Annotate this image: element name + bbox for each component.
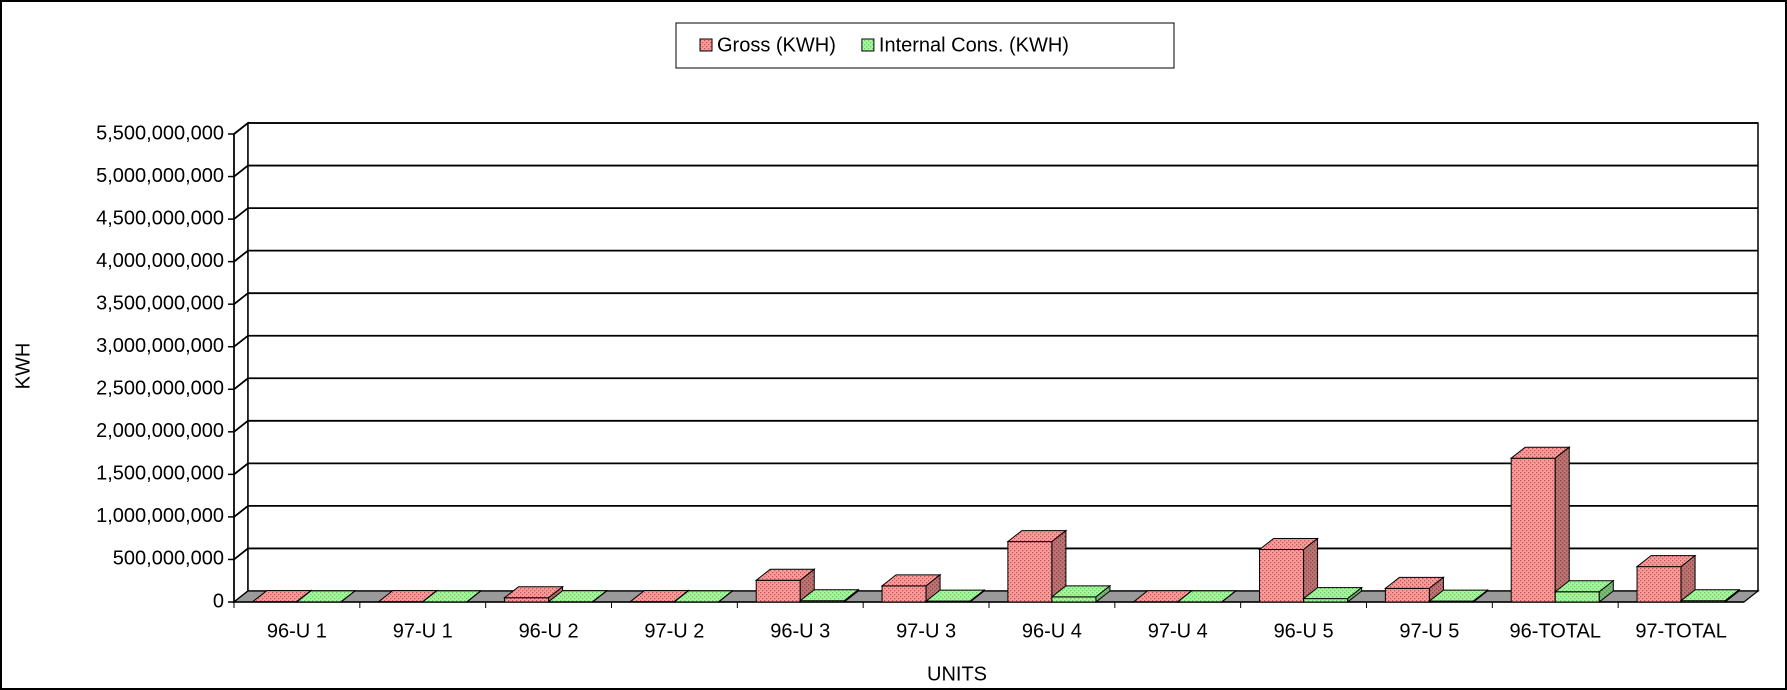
y-tick-label: 5,000,000,000 [96, 165, 224, 187]
bar-side [466, 589, 482, 604]
legend-label: Internal Cons. (KWH) [879, 34, 1069, 56]
x-tick-label: 96-U 4 [1022, 620, 1082, 642]
y-tick-label: 4,000,000,000 [96, 250, 224, 272]
bar [881, 585, 927, 603]
x-tick-label: 97-U 5 [1399, 620, 1459, 642]
bar-side [843, 588, 859, 604]
grid-line [233, 292, 1758, 305]
grid-line [233, 377, 1758, 390]
bar-side [1095, 584, 1111, 604]
grid-line [233, 505, 1758, 518]
bar [1384, 587, 1430, 603]
x-tick-label: 97-TOTAL [1635, 620, 1727, 642]
bar-side [592, 589, 608, 604]
y-tick-label: 3,000,000,000 [96, 335, 224, 357]
bar-side [1554, 446, 1570, 604]
legend-swatch [861, 38, 875, 52]
bar [1554, 591, 1600, 603]
legend-box [675, 22, 1175, 69]
bar-side [1724, 588, 1740, 604]
grid-line [233, 462, 1758, 476]
grid-line [233, 547, 1758, 561]
x-tick-label: 96-U 2 [519, 620, 579, 642]
grid-line [233, 122, 1758, 135]
bar [1303, 598, 1349, 603]
bar [1007, 541, 1053, 603]
x-axis-label: UNITS [927, 663, 987, 685]
legend-label: Gross (KWH) [717, 34, 836, 56]
y-tick-label: 500,000,000 [113, 548, 224, 570]
grid-line [233, 249, 1758, 263]
x-tick-label: 97-U 4 [1148, 620, 1208, 642]
bar-side [1598, 579, 1614, 604]
x-tick-label: 96-U 5 [1274, 620, 1334, 642]
bar [1051, 596, 1097, 603]
legend-swatch [699, 38, 713, 52]
x-tick-label: 97-U 3 [896, 620, 956, 642]
y-tick-label: 0 [213, 590, 224, 612]
grid-line [233, 164, 1758, 178]
bar-side [717, 589, 733, 604]
y-tick-label: 5,500,000,000 [96, 122, 224, 144]
y-tick-label: 2,000,000,000 [96, 420, 224, 442]
bar-side [969, 589, 985, 604]
bar [1259, 548, 1305, 603]
x-tick-label: 96-U 1 [267, 620, 327, 642]
side-wall [233, 121, 249, 604]
y-tick-label: 3,500,000,000 [96, 292, 224, 314]
bar-side [340, 589, 356, 604]
grid-line [233, 419, 1758, 433]
bar [504, 597, 550, 603]
x-tick-label: 97-U 2 [644, 620, 704, 642]
bar-side [1472, 589, 1488, 604]
bar [755, 579, 801, 603]
bar [1636, 566, 1682, 603]
x-tick-label: 96-TOTAL [1509, 620, 1601, 642]
y-axis-label: KWH [12, 343, 34, 390]
grid-line [233, 334, 1758, 348]
back-wall [247, 122, 1759, 592]
x-tick-label: 97-U 1 [393, 620, 453, 642]
x-tick-label: 96-U 3 [770, 620, 830, 642]
grid-line [233, 207, 1758, 220]
bar-side [1347, 586, 1363, 604]
bar-side [1221, 589, 1237, 604]
bar [1510, 457, 1556, 603]
y-tick-label: 1,500,000,000 [96, 463, 224, 485]
y-tick-label: 1,000,000,000 [96, 505, 224, 527]
y-tick-label: 2,500,000,000 [96, 378, 224, 400]
y-tick-label: 4,500,000,000 [96, 207, 224, 229]
